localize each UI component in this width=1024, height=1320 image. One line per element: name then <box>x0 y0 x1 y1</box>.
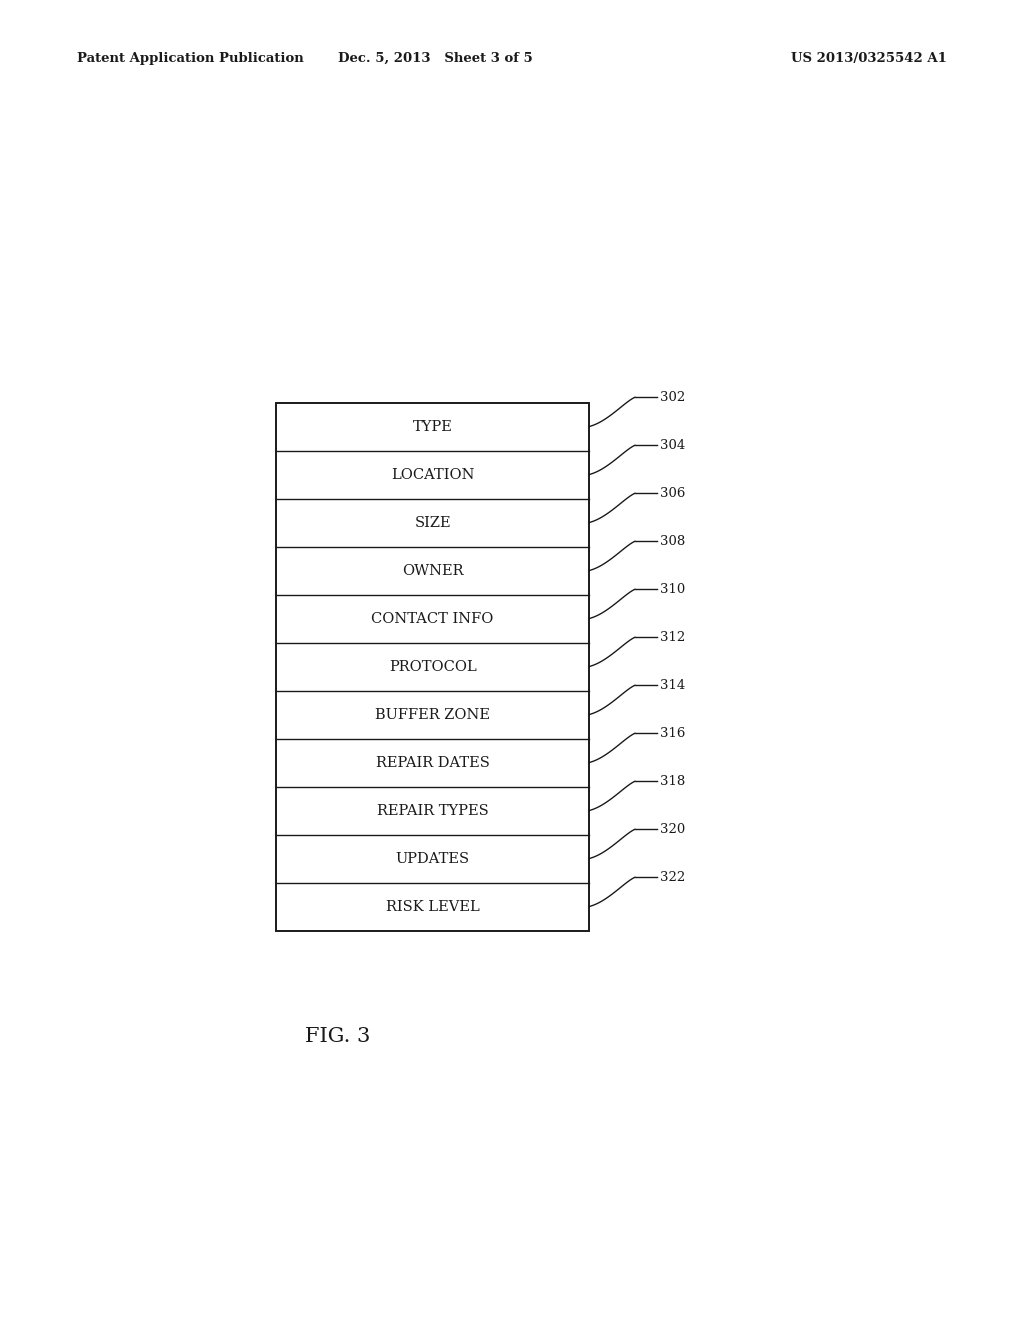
Text: 304: 304 <box>660 438 686 451</box>
Text: OWNER: OWNER <box>401 564 464 578</box>
Text: 314: 314 <box>660 678 686 692</box>
Text: 312: 312 <box>660 631 686 644</box>
Text: 306: 306 <box>660 487 686 500</box>
Text: CONTACT INFO: CONTACT INFO <box>372 611 494 626</box>
Text: UPDATES: UPDATES <box>395 851 470 866</box>
Text: 316: 316 <box>660 727 686 739</box>
Text: 322: 322 <box>660 871 686 884</box>
Text: 310: 310 <box>660 583 686 595</box>
Text: 318: 318 <box>660 775 686 788</box>
Bar <box>276 403 589 931</box>
Text: TYPE: TYPE <box>413 420 453 433</box>
Text: REPAIR TYPES: REPAIR TYPES <box>377 804 488 817</box>
Text: LOCATION: LOCATION <box>391 467 474 482</box>
Text: 302: 302 <box>660 391 686 404</box>
Text: Patent Application Publication: Patent Application Publication <box>77 51 303 65</box>
Text: 320: 320 <box>660 822 686 836</box>
Text: RISK LEVEL: RISK LEVEL <box>386 900 479 913</box>
Text: REPAIR DATES: REPAIR DATES <box>376 755 489 770</box>
Text: FIG. 3: FIG. 3 <box>305 1027 371 1045</box>
Text: PROTOCOL: PROTOCOL <box>389 660 476 673</box>
Text: BUFFER ZONE: BUFFER ZONE <box>375 708 490 722</box>
Text: 308: 308 <box>660 535 686 548</box>
Text: Dec. 5, 2013   Sheet 3 of 5: Dec. 5, 2013 Sheet 3 of 5 <box>338 51 532 65</box>
Text: US 2013/0325542 A1: US 2013/0325542 A1 <box>792 51 947 65</box>
Text: SIZE: SIZE <box>415 516 451 529</box>
